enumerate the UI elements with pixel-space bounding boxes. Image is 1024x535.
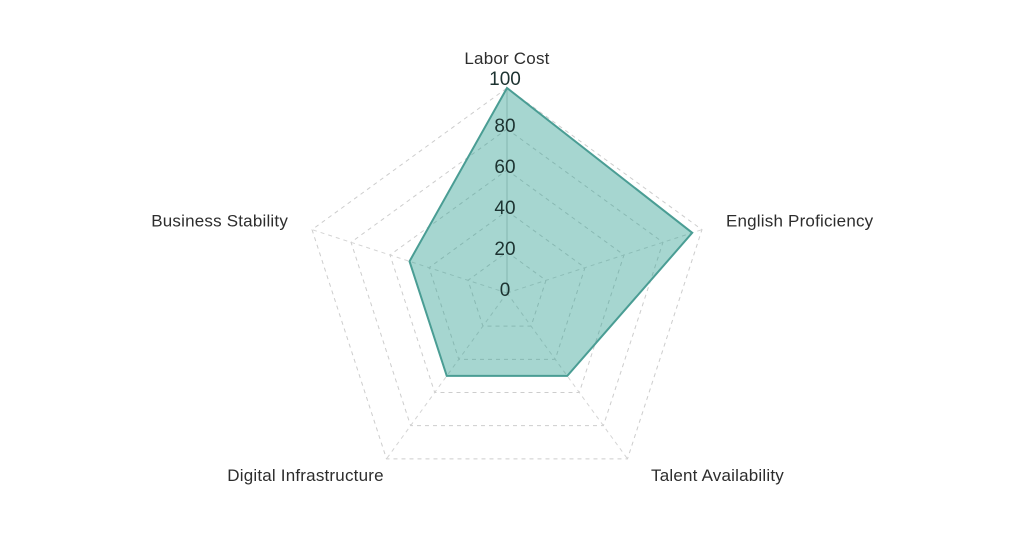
data-polygon [408,86,694,377]
grid-ring-100 [311,87,703,460]
axis-spoke-english-proficiency [506,229,703,294]
tick-label-80: 80 [494,116,515,137]
category-label-labor-cost: Labor Cost [464,49,549,68]
grid-rings [311,87,703,460]
grid-ring-40 [428,210,586,360]
tick-label-20: 20 [494,239,515,260]
radial-tick-labels: 0 20 40 60 80 100 [489,69,521,301]
category-labels: Labor Cost English Proficiency Talent Avai… [151,49,873,485]
tick-label-100: 100 [489,69,521,90]
axis-spokes [311,229,703,460]
category-label-english-proficiency: English Proficiency [726,212,874,231]
tick-label-60: 60 [494,157,515,178]
grid-ring-80 [350,128,664,427]
category-label-business-stability: Business Stability [151,212,288,231]
grid-ring-60 [389,169,625,394]
axis-spoke-digital-infrastructure [386,292,508,460]
data-polygon-layer [408,86,694,377]
tick-label-0: 0 [500,280,511,301]
grid-ring-20 [467,251,547,327]
category-label-digital-infrastructure: Digital Infrastructure [227,466,384,485]
category-label-talent-availability: Talent Availability [651,466,784,485]
tick-label-40: 40 [494,198,515,219]
axis-spoke-business-stability [311,229,508,294]
axis-spoke-talent-availability [506,292,628,460]
